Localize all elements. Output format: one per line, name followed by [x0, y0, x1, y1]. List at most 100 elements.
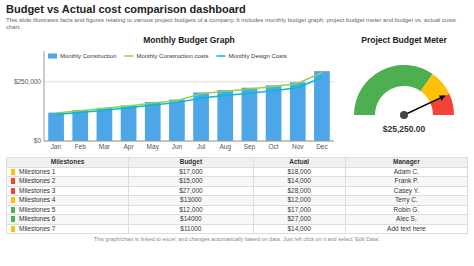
table-cell: Milestones 4 — [7, 196, 129, 206]
table-cell: Milestones 2 — [7, 177, 129, 187]
table-cell: $28,000 — [253, 186, 345, 196]
table-cell: Robin G. — [345, 205, 467, 215]
table-row: Milestones 7$11000$14,000 Add text here — [7, 224, 468, 234]
table-cell: Terry C. — [345, 196, 467, 206]
legend-item: Monthly Construction — [48, 53, 116, 59]
table-cell: Milestones 1 — [7, 167, 129, 177]
cell-text: Milestones 2 — [19, 177, 56, 184]
table-cell: $17,000 — [253, 205, 345, 215]
bar — [48, 113, 64, 141]
row-icon — [11, 178, 15, 184]
cell-text: $27,000 — [179, 187, 203, 194]
row-icon — [11, 169, 15, 175]
bar — [145, 102, 161, 141]
x-tick-label: Oct — [269, 143, 279, 150]
table-cell: $13000 — [129, 196, 253, 206]
x-tick-label: Jun — [172, 143, 183, 150]
legend-swatch — [48, 54, 57, 59]
column-header: Milestones — [7, 158, 129, 168]
milestone-table: MilestonesBudgetActualManagerMilestones … — [6, 157, 468, 234]
bar — [266, 85, 282, 141]
bar — [97, 108, 113, 141]
bar — [290, 82, 306, 141]
line — [56, 72, 322, 113]
table-row: Milestones 3 $27,000 $28,000 Casey Y. — [7, 186, 468, 196]
table-cell: Milestones 6 — [7, 215, 129, 225]
column-header: Actual — [253, 158, 345, 168]
row-icon — [11, 188, 15, 194]
bar — [242, 88, 258, 141]
cell-text: $12,000 — [179, 206, 203, 213]
table-row: Milestones 1 $17,000 $18,000 Adam C. — [7, 167, 468, 177]
table-row: Milestones 4 $13000 $12,000 Terry C. — [7, 196, 468, 206]
table-body: Milestones 1$17,000$18,000Adam C.Milesto… — [7, 167, 468, 234]
column-header: Manager — [345, 158, 467, 168]
table-head: MilestonesBudgetActualManager — [7, 158, 468, 168]
cell-text: $14000 — [180, 215, 202, 222]
table-cell: $15,000 — [129, 177, 253, 187]
legend-item: Monthly Design Costs — [216, 53, 286, 59]
table-cell: $12,000 — [129, 205, 253, 215]
cell-text: Frank P. — [395, 177, 419, 184]
legend-swatch — [216, 55, 225, 57]
x-tick-label: Jul — [197, 143, 206, 150]
cell-text: $17,000 — [179, 168, 203, 175]
y-tick-label: $0 — [34, 137, 42, 144]
table-row: Milestones 5 $12,000 $17,000 Robin G. — [7, 205, 468, 215]
title: Budget vs Actual cost comparison dashboa… — [6, 3, 468, 16]
x-tick-label: Aug — [219, 143, 231, 151]
x-tick-label: Dec — [316, 143, 328, 150]
cell-text: $18,000 — [287, 168, 311, 175]
table-cell: Alec S. — [345, 215, 467, 225]
x-tick-label: May — [147, 143, 160, 151]
table-cell: $12,000 — [253, 196, 345, 206]
top-panels: Monthly Budget Graph$0$250,000JanFebMarA… — [6, 33, 468, 155]
cell-text: $27,000 — [287, 215, 311, 222]
bar — [169, 100, 185, 141]
gauge-value: $25,250.00 — [383, 124, 426, 134]
cell-text: $15,000 — [179, 177, 203, 184]
cell-text: Milestones 6 — [19, 215, 56, 222]
cell-text: $17,000 — [287, 206, 311, 213]
table-cell: $27,000 — [129, 186, 253, 196]
x-tick-label: Jan — [51, 143, 62, 150]
budget-gauge: Project Budget Meter $25,250.00 — [340, 33, 468, 155]
x-tick-label: Mar — [99, 143, 111, 150]
table-cell: Adam C. — [345, 167, 467, 177]
table-cell: Milestones 3 — [7, 186, 129, 196]
cell-text: Alec S. — [396, 215, 417, 222]
table-cell: $14,000 — [253, 177, 345, 187]
table-row: Milestones 6 $14000 $27,000 Alec S. — [7, 215, 468, 225]
legend-label: Monthly Design Costs — [228, 53, 286, 59]
x-tick-label: Feb — [75, 143, 87, 150]
header-row: MilestonesBudgetActualManager — [7, 158, 468, 168]
x-tick-label: Sep — [244, 143, 256, 151]
legend-label: Monthly Construction costs — [136, 53, 208, 59]
row-icon — [11, 226, 15, 232]
x-tick-label: Apr — [124, 143, 135, 151]
cell-text: $28,000 — [287, 187, 311, 194]
table-cell: $14,000 — [253, 224, 345, 234]
footer: This graph/chart is linked to excel, and… — [6, 236, 468, 243]
row-icon — [11, 216, 15, 222]
table-cell: $11000 — [129, 224, 253, 234]
table-cell: Milestones 7 — [7, 224, 129, 234]
cell-text: Milestones 1 — [19, 168, 56, 175]
legend-swatch — [124, 55, 133, 57]
bar — [217, 90, 233, 141]
x-axis — [44, 141, 334, 142]
y-axis — [44, 51, 45, 141]
line — [56, 78, 322, 115]
cell-text: $13000 — [180, 196, 202, 203]
cell-text: Casey Y. — [394, 187, 419, 194]
grid-line — [44, 81, 334, 82]
gauge-title: Project Budget Meter — [361, 35, 447, 45]
cell-text: Add text here — [387, 225, 426, 232]
bar — [314, 71, 330, 141]
bar — [121, 105, 137, 141]
table-cell: Add text here — [345, 224, 467, 234]
legend-item: Monthly Construction costs — [124, 53, 208, 59]
cell-text: $12,000 — [287, 196, 311, 203]
chart-title: Monthly Budget Graph — [143, 35, 235, 45]
table-cell: Milestones 5 — [7, 205, 129, 215]
